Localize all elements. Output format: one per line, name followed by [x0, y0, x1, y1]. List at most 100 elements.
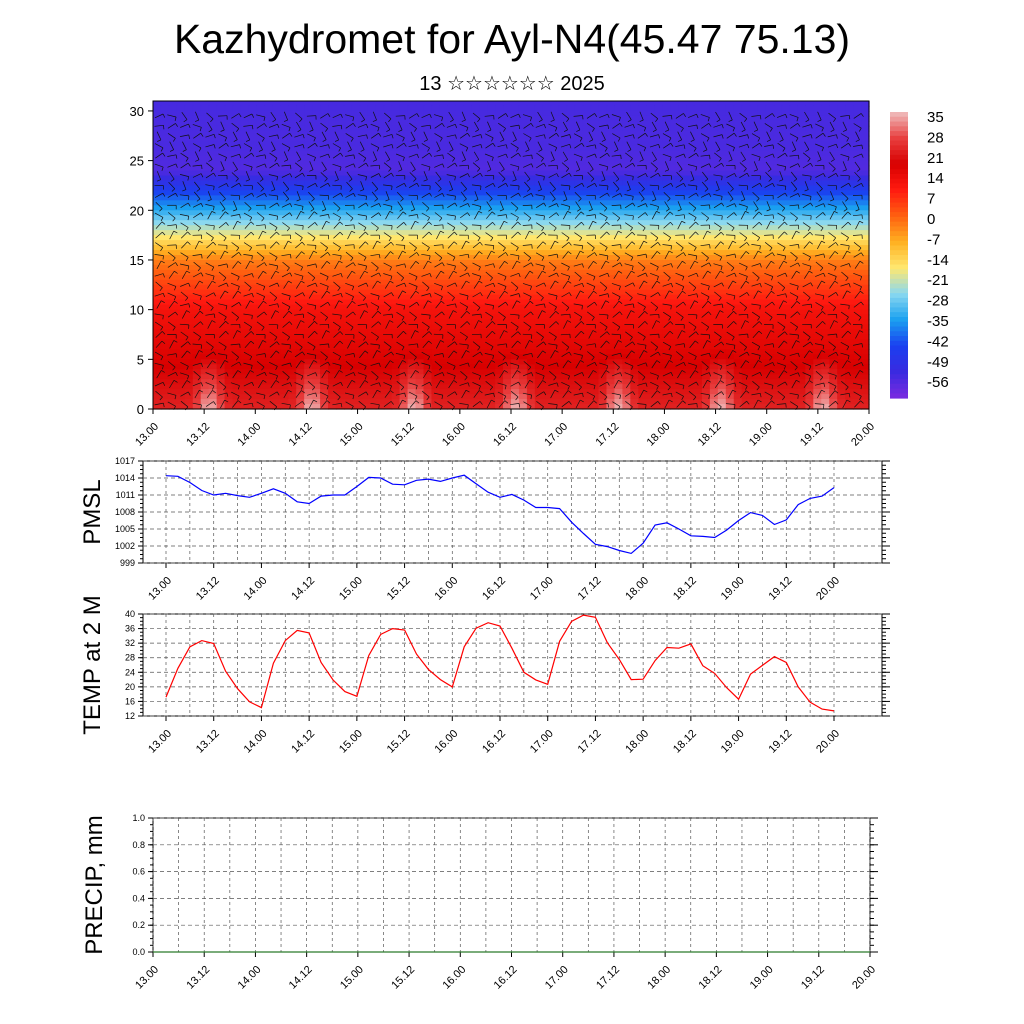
heat-cell [534, 135, 544, 142]
heat-cell [813, 309, 822, 316]
heat-cell [709, 344, 719, 350]
heat-cell [176, 225, 186, 231]
heat-cell [351, 145, 361, 152]
heat-cell [224, 155, 234, 162]
heat-cell [431, 185, 440, 192]
heat-cell [399, 264, 409, 271]
heat-cell [343, 240, 353, 246]
heat-cell [725, 180, 735, 187]
heat-cell [622, 140, 631, 147]
heat-cell [479, 344, 488, 350]
heat-cell [630, 339, 639, 346]
heat-cell [296, 220, 305, 226]
heat-cell [845, 160, 854, 167]
heat-cell [399, 364, 409, 370]
heat-cell [367, 190, 377, 196]
heat-cell [487, 230, 496, 236]
heat-cell [487, 334, 496, 341]
heat-cell [192, 329, 202, 336]
heat-cell [232, 180, 242, 187]
heat-cell [662, 354, 671, 360]
heat-cell [248, 145, 258, 152]
heat-cell [503, 269, 512, 276]
heat-cell [495, 175, 504, 182]
heat-cell [471, 240, 480, 246]
heat-cell [773, 155, 783, 162]
heat-cell [232, 210, 242, 216]
heat-cell [280, 130, 289, 137]
heat-cell [200, 215, 210, 221]
heat-cell [773, 289, 783, 296]
heat-cell [439, 135, 448, 142]
heat-cell [781, 359, 791, 365]
heat-cell [805, 314, 814, 321]
heat-cell [781, 250, 791, 256]
heat-cell [160, 279, 170, 286]
heat-cell [192, 339, 202, 346]
heat-cell [479, 180, 488, 187]
heat-cell [534, 235, 544, 241]
heat-cell [598, 230, 608, 236]
heat-cell [256, 225, 265, 231]
heat-cell [741, 264, 751, 271]
heat-cell [375, 145, 385, 152]
heat-cell [153, 279, 162, 286]
heat-cell [566, 284, 576, 291]
heat-cell [153, 135, 162, 142]
heat-cell [487, 175, 496, 182]
heat-cell [447, 269, 456, 276]
heat-cell [280, 374, 289, 380]
heat-cell [638, 120, 647, 127]
heat-cell [606, 250, 616, 256]
heat-cell [733, 165, 743, 172]
heat-cell [765, 245, 775, 251]
heat-cell [598, 195, 608, 201]
heat-cell [558, 140, 568, 147]
heat-cell [518, 120, 528, 127]
heat-cell [789, 150, 798, 157]
heat-cell [757, 235, 767, 241]
heat-cell [725, 339, 735, 346]
heat-cell [455, 274, 464, 281]
heat-cell [407, 165, 417, 172]
heat-cell [598, 235, 608, 241]
heat-cell [224, 349, 234, 355]
heat-cell [837, 364, 846, 370]
heat-cell [590, 150, 600, 157]
heat-cell [248, 195, 258, 201]
heat-cell [701, 309, 711, 316]
heat-cell [622, 299, 631, 306]
heat-cell [415, 259, 425, 266]
heat-cell [256, 215, 265, 221]
heat-cell [296, 215, 305, 221]
heat-cell [622, 185, 631, 192]
heat-cell [288, 269, 297, 276]
heat-cell [479, 220, 488, 226]
heat-cell [686, 250, 695, 256]
heat-cell [693, 195, 703, 201]
heat-cell [232, 304, 242, 311]
heat-cell [582, 170, 592, 177]
heat-cell [248, 135, 258, 142]
heat-cell [184, 284, 194, 291]
heat-cell [192, 135, 202, 142]
heat-cell [518, 304, 528, 311]
heat-cell [725, 289, 735, 296]
heat-cell [447, 101, 456, 107]
heat-cell [343, 354, 353, 360]
heat-cell [160, 369, 170, 375]
heat-cell [574, 274, 584, 281]
heat-cell [399, 230, 409, 236]
heat-cell [693, 284, 703, 291]
heat-cell [495, 225, 504, 231]
heat-cell [590, 349, 600, 355]
heat-cell [487, 145, 496, 152]
heat-cell [741, 279, 751, 286]
heat-cell [526, 359, 536, 365]
heat-cell [240, 210, 250, 216]
heat-cell [606, 101, 616, 107]
heat-cell [184, 304, 194, 311]
heat-cell [789, 245, 798, 251]
heat-cell [725, 135, 735, 142]
heat-cell [208, 294, 218, 301]
